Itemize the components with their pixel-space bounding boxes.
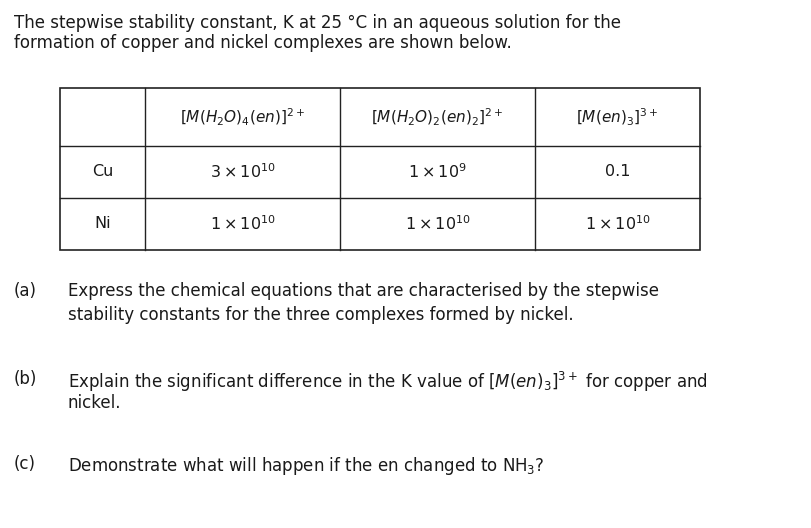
Text: $1 \times 10^{9}$: $1 \times 10^{9}$ [408,163,466,181]
Text: nickel.: nickel. [68,394,122,412]
Text: Demonstrate what will happen if the en changed to NH$_3$?: Demonstrate what will happen if the en c… [68,455,543,477]
Text: Cu: Cu [92,165,113,180]
Text: $[M(en)_3]^{3+}$: $[M(en)_3]^{3+}$ [576,107,658,128]
Text: $1 \times 10^{10}$: $1 \times 10^{10}$ [584,215,650,233]
Text: (b): (b) [14,370,37,388]
Text: (a): (a) [14,282,37,300]
Text: The stepwise stability constant, K at 25 °C in an aqueous solution for the: The stepwise stability constant, K at 25… [14,14,620,32]
Text: $3 \times 10^{10}$: $3 \times 10^{10}$ [209,163,275,181]
Text: $[M(H_2O)_4(en)]^{2+}$: $[M(H_2O)_4(en)]^{2+}$ [180,107,304,128]
Text: Express the chemical equations that are characterised by the stepwise: Express the chemical equations that are … [68,282,659,300]
Text: 0.1: 0.1 [604,165,629,180]
Text: Ni: Ni [94,216,110,231]
Text: stability constants for the three complexes formed by nickel.: stability constants for the three comple… [68,306,573,324]
Text: formation of copper and nickel complexes are shown below.: formation of copper and nickel complexes… [14,34,511,52]
Bar [60,88,699,250]
Text: $[M(H_2O)_2(en)_2]^{2+}$: $[M(H_2O)_2(en)_2]^{2+}$ [371,107,503,128]
Text: (c): (c) [14,455,36,473]
Text: $1 \times 10^{10}$: $1 \times 10^{10}$ [209,215,275,233]
Text: Explain the significant difference in the K value of $[M(en)_3]^{3+}$ for copper: Explain the significant difference in th… [68,370,707,394]
Text: $1 \times 10^{10}$: $1 \times 10^{10}$ [404,215,470,233]
